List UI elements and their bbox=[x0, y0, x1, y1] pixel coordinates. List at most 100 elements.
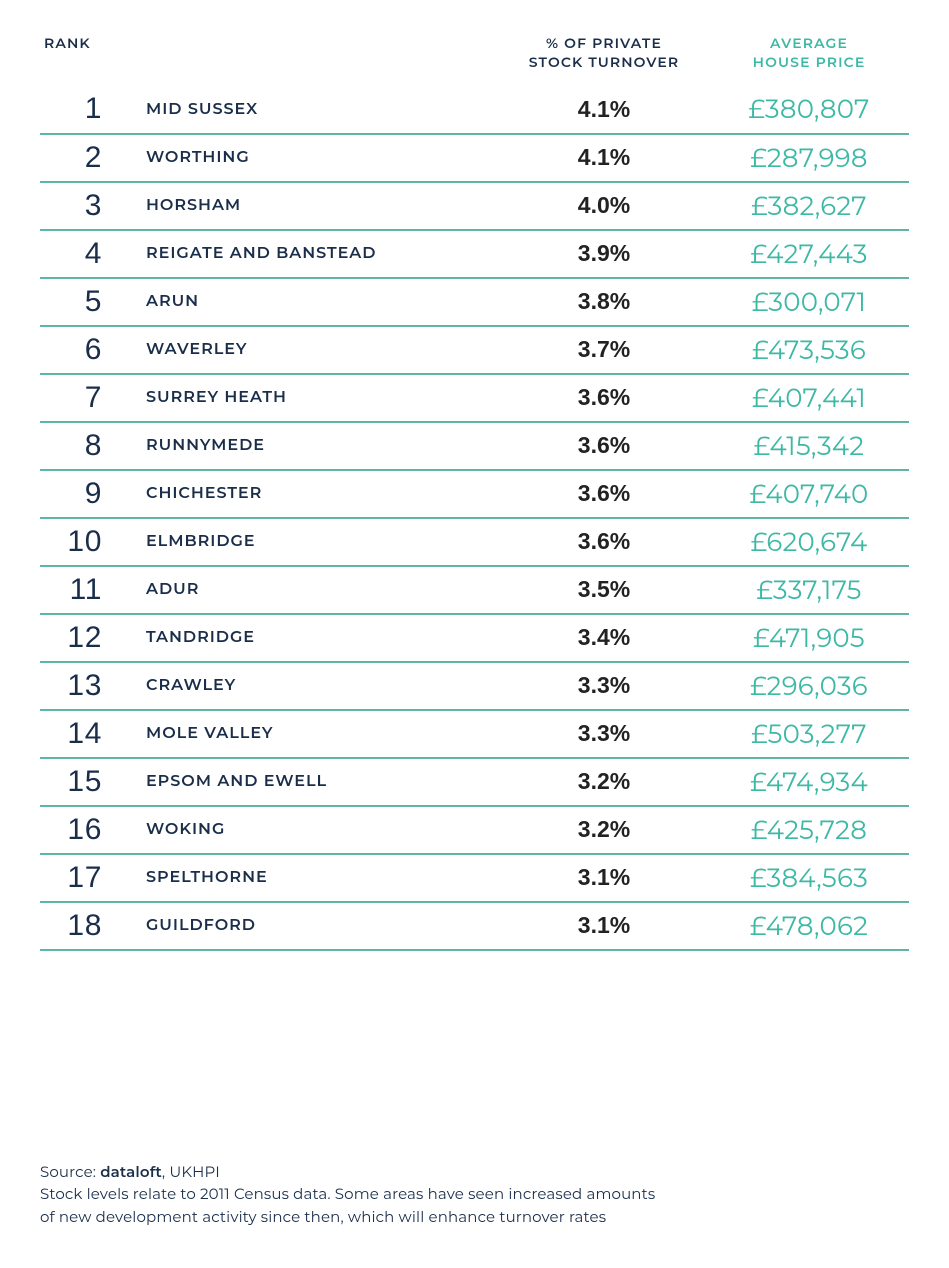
area-cell: CHICHESTER bbox=[130, 470, 499, 518]
rank-cell: 11 bbox=[40, 566, 130, 614]
rank-cell: 13 bbox=[40, 662, 130, 710]
price-cell: £415,342 bbox=[709, 422, 909, 470]
rank-cell: 6 bbox=[40, 326, 130, 374]
area-cell: TANDRIDGE bbox=[130, 614, 499, 662]
footer-note-line1: Stock levels relate to 2011 Census data.… bbox=[40, 1184, 655, 1203]
rank-cell: 17 bbox=[40, 854, 130, 902]
price-cell: £337,175 bbox=[709, 566, 909, 614]
rank-cell: 2 bbox=[40, 134, 130, 182]
table-row: 18GUILDFORD3.1%£478,062 bbox=[40, 902, 909, 950]
rank-cell: 16 bbox=[40, 806, 130, 854]
header-row: RANK % OF PRIVATE STOCK TURNOVER AVERAGE… bbox=[40, 30, 909, 86]
price-cell: £407,740 bbox=[709, 470, 909, 518]
table-row: 11ADUR3.5%£337,175 bbox=[40, 566, 909, 614]
table-row: 2WORTHING4.1%£287,998 bbox=[40, 134, 909, 182]
area-cell: ARUN bbox=[130, 278, 499, 326]
table-row: 14MOLE VALLEY3.3%£503,277 bbox=[40, 710, 909, 758]
area-cell: GUILDFORD bbox=[130, 902, 499, 950]
turnover-cell: 3.8% bbox=[499, 278, 709, 326]
turnover-cell: 3.6% bbox=[499, 518, 709, 566]
turnover-cell: 3.4% bbox=[499, 614, 709, 662]
turnover-cell: 3.1% bbox=[499, 902, 709, 950]
rank-cell: 3 bbox=[40, 182, 130, 230]
rank-cell: 12 bbox=[40, 614, 130, 662]
table-row: 8RUNNYMEDE3.6%£415,342 bbox=[40, 422, 909, 470]
turnover-cell: 3.1% bbox=[499, 854, 709, 902]
table-row: 7SURREY HEATH3.6%£407,441 bbox=[40, 374, 909, 422]
price-cell: £503,277 bbox=[709, 710, 909, 758]
area-cell: HORSHAM bbox=[130, 182, 499, 230]
area-cell: SURREY HEATH bbox=[130, 374, 499, 422]
price-cell: £473,536 bbox=[709, 326, 909, 374]
table-row: 6WAVERLEY3.7%£473,536 bbox=[40, 326, 909, 374]
source-label: Source: bbox=[40, 1162, 100, 1181]
turnover-cell: 4.1% bbox=[499, 86, 709, 134]
turnover-cell: 3.2% bbox=[499, 806, 709, 854]
area-cell: SPELTHORNE bbox=[130, 854, 499, 902]
table-row: 3HORSHAM4.0%£382,627 bbox=[40, 182, 909, 230]
table-row: 15EPSOM AND EWELL3.2%£474,934 bbox=[40, 758, 909, 806]
price-cell: £427,443 bbox=[709, 230, 909, 278]
table-row: 9CHICHESTER3.6%£407,740 bbox=[40, 470, 909, 518]
source-name: dataloft bbox=[100, 1162, 162, 1181]
header-rank: RANK bbox=[40, 30, 130, 86]
table-row: 10ELMBRIDGE3.6%£620,674 bbox=[40, 518, 909, 566]
area-cell: MID SUSSEX bbox=[130, 86, 499, 134]
price-cell: £620,674 bbox=[709, 518, 909, 566]
table-row: 1MID SUSSEX4.1%£380,807 bbox=[40, 86, 909, 134]
price-cell: £384,563 bbox=[709, 854, 909, 902]
table-body: 1MID SUSSEX4.1%£380,8072WORTHING4.1%£287… bbox=[40, 86, 909, 950]
price-cell: £382,627 bbox=[709, 182, 909, 230]
area-cell: ADUR bbox=[130, 566, 499, 614]
price-cell: £407,441 bbox=[709, 374, 909, 422]
turnover-cell: 3.5% bbox=[499, 566, 709, 614]
source-rest: , UKHPI bbox=[162, 1162, 220, 1181]
rank-cell: 10 bbox=[40, 518, 130, 566]
turnover-cell: 3.7% bbox=[499, 326, 709, 374]
turnover-cell: 3.6% bbox=[499, 422, 709, 470]
area-cell: REIGATE AND BANSTEAD bbox=[130, 230, 499, 278]
area-cell: WAVERLEY bbox=[130, 326, 499, 374]
rank-cell: 18 bbox=[40, 902, 130, 950]
turnover-cell: 3.2% bbox=[499, 758, 709, 806]
turnover-cell: 4.1% bbox=[499, 134, 709, 182]
area-cell: WORTHING bbox=[130, 134, 499, 182]
area-cell: CRAWLEY bbox=[130, 662, 499, 710]
price-cell: £380,807 bbox=[709, 86, 909, 134]
rank-cell: 14 bbox=[40, 710, 130, 758]
footer-notes: Source: dataloft, UKHPI Stock levels rel… bbox=[40, 1161, 909, 1229]
rank-table: RANK % OF PRIVATE STOCK TURNOVER AVERAGE… bbox=[40, 30, 909, 951]
area-cell: RUNNYMEDE bbox=[130, 422, 499, 470]
price-cell: £425,728 bbox=[709, 806, 909, 854]
turnover-cell: 3.3% bbox=[499, 710, 709, 758]
price-cell: £474,934 bbox=[709, 758, 909, 806]
turnover-cell: 3.9% bbox=[499, 230, 709, 278]
area-cell: ELMBRIDGE bbox=[130, 518, 499, 566]
price-cell: £471,905 bbox=[709, 614, 909, 662]
table-row: 17SPELTHORNE3.1%£384,563 bbox=[40, 854, 909, 902]
rank-cell: 7 bbox=[40, 374, 130, 422]
turnover-cell: 4.0% bbox=[499, 182, 709, 230]
rank-cell: 8 bbox=[40, 422, 130, 470]
table-row: 4REIGATE AND BANSTEAD3.9%£427,443 bbox=[40, 230, 909, 278]
rank-cell: 15 bbox=[40, 758, 130, 806]
table-row: 16WOKING3.2%£425,728 bbox=[40, 806, 909, 854]
area-cell: MOLE VALLEY bbox=[130, 710, 499, 758]
table-row: 12TANDRIDGE3.4%£471,905 bbox=[40, 614, 909, 662]
header-price: AVERAGE HOUSE PRICE bbox=[709, 30, 909, 86]
rank-cell: 9 bbox=[40, 470, 130, 518]
price-cell: £296,036 bbox=[709, 662, 909, 710]
area-cell: WOKING bbox=[130, 806, 499, 854]
rank-cell: 1 bbox=[40, 86, 130, 134]
turnover-cell: 3.6% bbox=[499, 470, 709, 518]
price-cell: £287,998 bbox=[709, 134, 909, 182]
area-cell: EPSOM AND EWELL bbox=[130, 758, 499, 806]
turnover-cell: 3.6% bbox=[499, 374, 709, 422]
header-turnover: % OF PRIVATE STOCK TURNOVER bbox=[499, 30, 709, 86]
table-row: 13CRAWLEY3.3%£296,036 bbox=[40, 662, 909, 710]
footer-note-line2: of new development activity since then, … bbox=[40, 1207, 606, 1226]
price-cell: £300,071 bbox=[709, 278, 909, 326]
rank-cell: 5 bbox=[40, 278, 130, 326]
turnover-cell: 3.3% bbox=[499, 662, 709, 710]
rank-cell: 4 bbox=[40, 230, 130, 278]
